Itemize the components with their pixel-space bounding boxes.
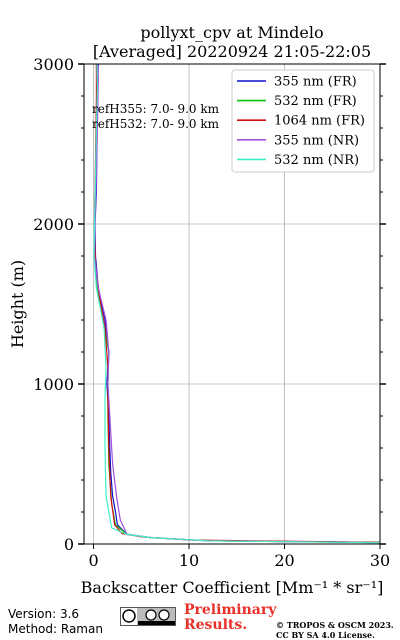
legend-label: 355 nm (NR)	[274, 133, 359, 148]
x-axis-label: Backscatter Coefficient [Mm⁻¹ * sr⁻¹]	[81, 578, 384, 597]
copyright-notice: © TROPOS & OSCM 2023. CC BY SA 4.0 Licen…	[276, 620, 394, 640]
legend-label: 532 nm (NR)	[274, 153, 359, 168]
preliminary-line2: Results.	[184, 617, 248, 633]
chart-subtitle: [Averaged] 20220924 21:05-22:05	[93, 42, 371, 61]
x-tick-label: 20	[274, 551, 294, 570]
series-lines	[93, 63, 381, 544]
x-tick-label: 30	[370, 551, 390, 570]
annotation-refh355: refH355: 7.0- 9.0 km	[92, 102, 220, 116]
y-tick-label: 1000	[33, 375, 74, 394]
chart-title: pollyxt_cpv at Mindelo	[140, 23, 323, 42]
series-line	[93, 63, 381, 544]
x-tick-label: 10	[179, 551, 199, 570]
preliminary-notice: Preliminary Results.	[184, 603, 276, 633]
legend-label: 532 nm (FR)	[274, 94, 357, 109]
cc-icon	[121, 608, 175, 625]
x-tick-label: 0	[88, 551, 98, 570]
copyright-line1: © TROPOS & OSCM 2023.	[276, 620, 394, 630]
annotation-refh532: refH532: 7.0- 9.0 km	[92, 117, 220, 131]
cc-license-logo	[120, 607, 176, 626]
axis-ticks	[78, 63, 386, 549]
version-text: Version: 3.6	[8, 607, 80, 621]
preliminary-line1: Preliminary	[184, 602, 277, 618]
y-axis-label: Height (m)	[8, 260, 27, 348]
legend-box	[231, 69, 375, 173]
legend-label: 355 nm (FR)	[274, 75, 357, 90]
legend-label: 1064 nm (FR)	[274, 114, 365, 129]
plot-border	[83, 63, 381, 545]
y-tick-label: 0	[64, 535, 74, 554]
copyright-line2: CC BY SA 4.0 License.	[276, 630, 375, 640]
legend: 355 nm (FR) 532 nm (FR) 1064 nm (FR) 355 nm…	[231, 69, 375, 173]
y-tick-label: 2000	[33, 215, 74, 234]
y-tick-label: 3000	[33, 55, 74, 74]
method-text: Method: Raman	[8, 622, 103, 636]
